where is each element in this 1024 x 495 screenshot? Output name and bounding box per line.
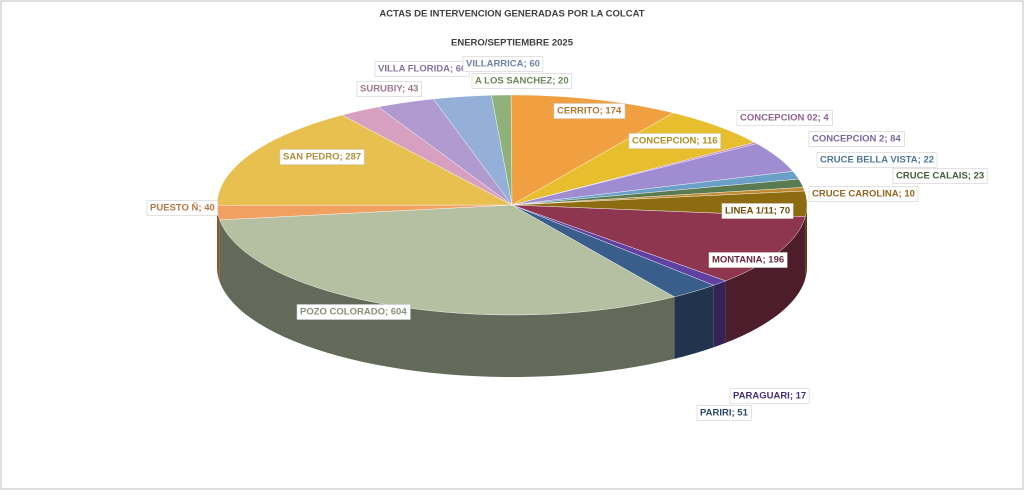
data-label: POZO COLORADO; 604 — [300, 307, 407, 318]
data-label: PUESTO Ñ; 40 — [150, 203, 215, 214]
chart-title: ACTAS DE INTERVENCION GENERADAS POR LA C… — [379, 9, 644, 20]
data-label: CERRITO; 174 — [557, 106, 622, 117]
data-label: VILLA FLORIDA; 60 — [378, 64, 466, 75]
data-label: CONCEPCION; 116 — [632, 136, 718, 147]
slice-side — [674, 285, 713, 359]
data-label: A LOS SANCHEZ; 20 — [475, 76, 569, 87]
slice-side — [714, 281, 726, 347]
data-label: SURUBIY; 43 — [360, 84, 418, 95]
data-label: CONCEPCION 2; 84 — [812, 134, 901, 145]
data-label: SAN PEDRO; 287 — [283, 152, 361, 163]
data-label: MONTANIA; 196 — [712, 255, 784, 266]
data-label: LINEA 1/11; 70 — [725, 206, 790, 217]
data-label: CONCEPCION 02; 4 — [740, 113, 829, 124]
data-label: CRUCE CAROLINA; 10 — [812, 189, 915, 200]
data-label: PARAGUARI; 17 — [733, 391, 806, 402]
data-label: CRUCE BELLA VISTA; 22 — [820, 155, 934, 166]
data-label: PARIRI; 51 — [700, 408, 749, 419]
data-label: VILLARRICA; 60 — [466, 59, 540, 70]
chart-subtitle: ENERO/SEPTIEMBRE 2025 — [451, 38, 574, 49]
data-label: CRUCE CALAIS; 23 — [896, 171, 984, 182]
